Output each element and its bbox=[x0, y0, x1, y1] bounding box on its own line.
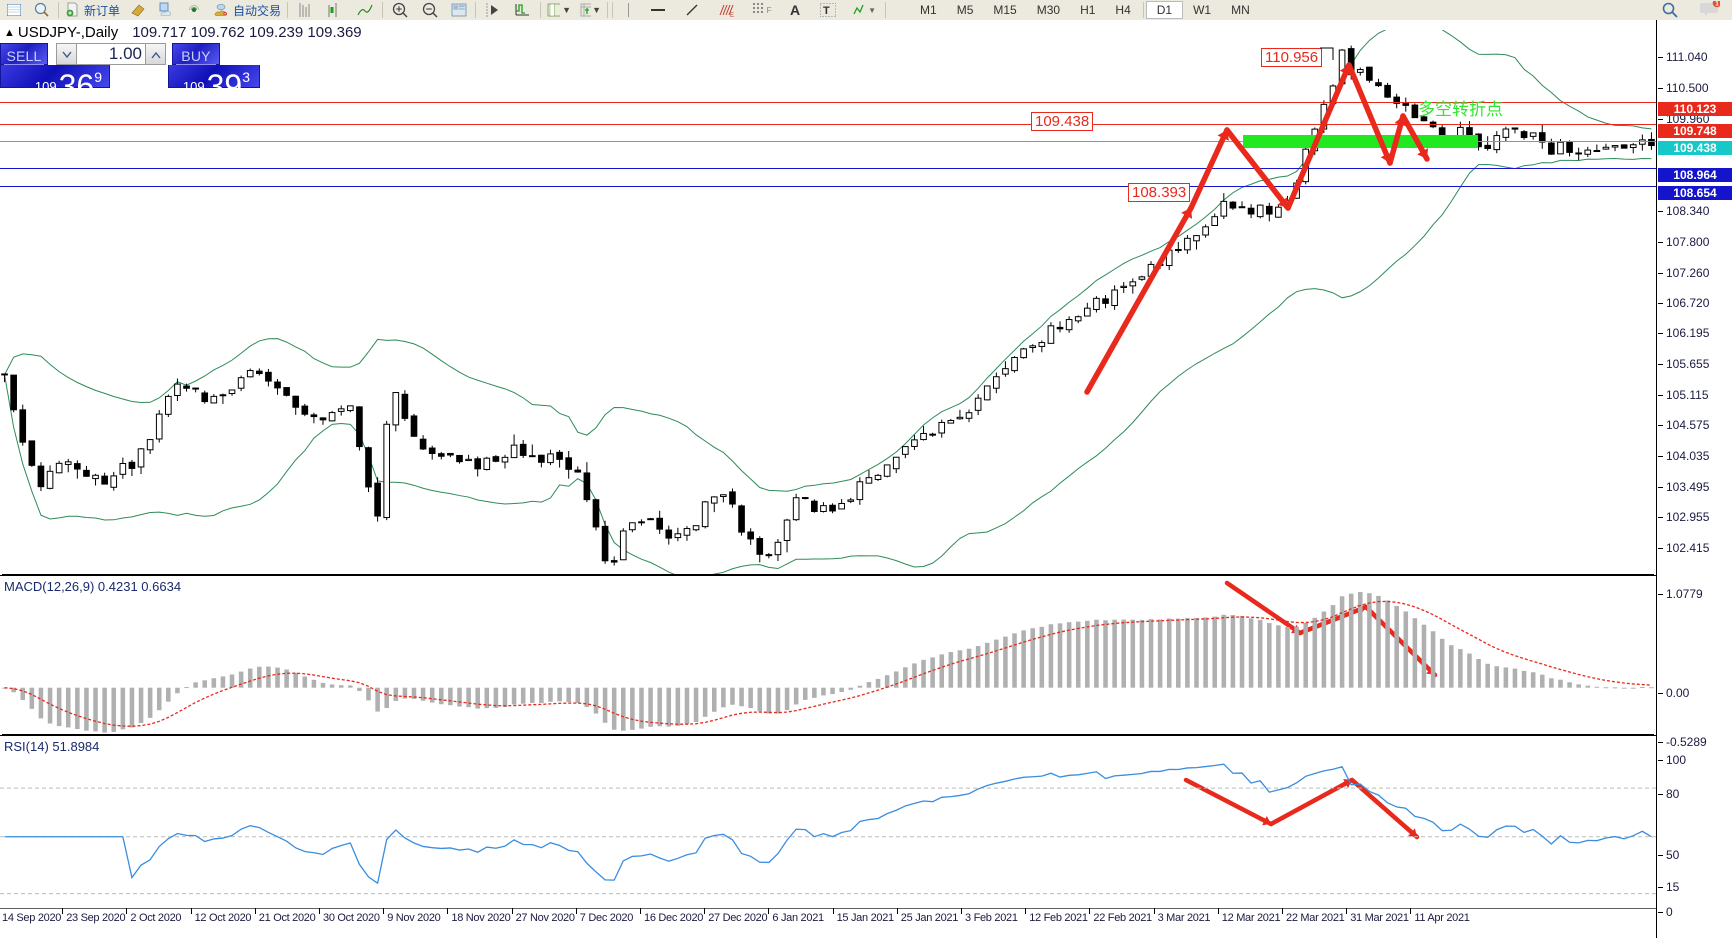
svg-text:E: E bbox=[730, 13, 734, 17]
svg-text:T: T bbox=[823, 5, 830, 17]
svg-text:1: 1 bbox=[1715, 1, 1719, 8]
